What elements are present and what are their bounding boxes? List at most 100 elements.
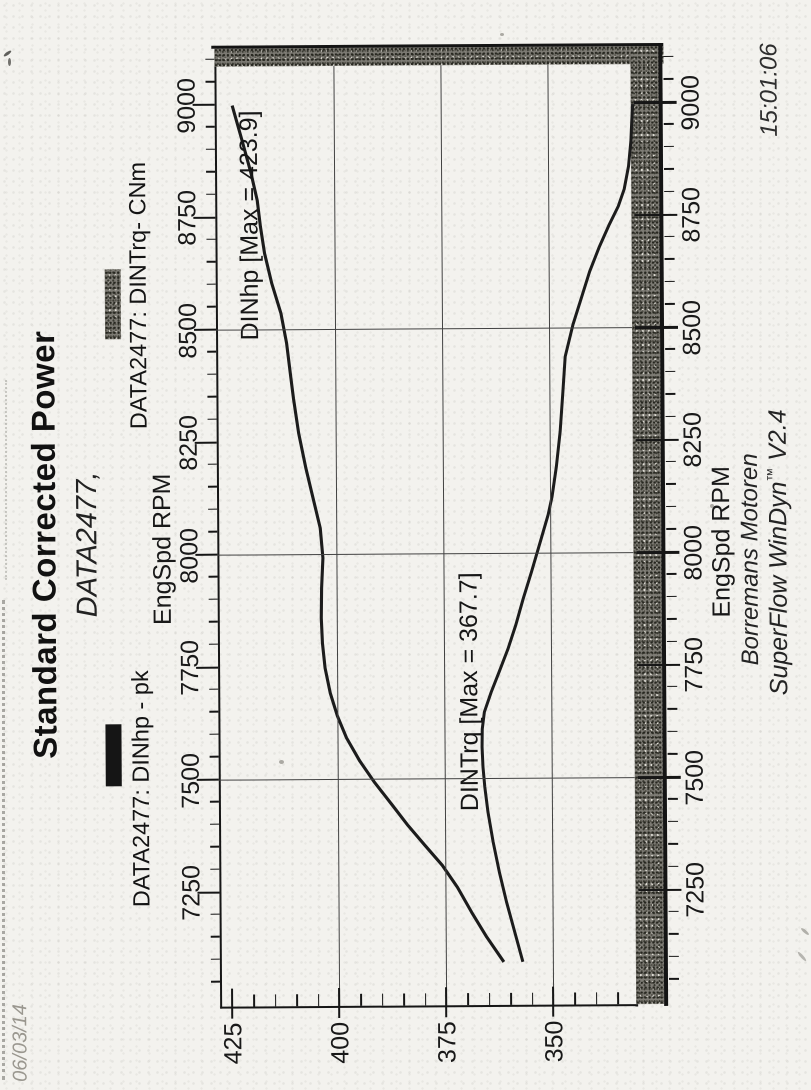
minor-tick-top [209, 733, 219, 736]
minor-tick-top [207, 463, 217, 466]
scan-artifact [279, 760, 284, 764]
minor-tick-top [206, 193, 216, 196]
major-tick-top [196, 666, 219, 669]
minor-tick-top [205, 126, 215, 128]
bottom-tick-label: 9000 [676, 74, 705, 131]
minor-tick-top [208, 576, 218, 578]
minor-tick-left [274, 994, 277, 1007]
minor-tick-left [531, 992, 534, 1005]
bottom-tick-label: 7250 [681, 861, 710, 918]
minor-tick-top [208, 508, 218, 511]
minor-tick-top [207, 418, 217, 421]
minor-tick-bottom [666, 640, 677, 643]
minor-tick-bottom [663, 145, 674, 148]
major-tick-top [194, 441, 217, 444]
page-title: Standard Corrected Power [24, 330, 64, 759]
minor-tick-bottom [665, 460, 676, 463]
minor-tick-bottom [663, 55, 674, 58]
major-tick-top [193, 216, 216, 219]
minor-tick-bottom [667, 730, 678, 733]
minor-tick-top [206, 238, 216, 241]
scan-edge-noise [5, 380, 7, 580]
value-tick-label: 350 [540, 1020, 569, 1063]
minor-tick-left [296, 994, 298, 1007]
legend-label-dintrq: DATA2477: DINTrq- CNm [123, 161, 152, 430]
print-time: 15:01:06 [755, 43, 783, 137]
minor-tick-bottom [666, 618, 677, 620]
minor-tick-top [205, 148, 215, 151]
scan-artifact [710, 504, 714, 508]
value-tick-label: 375 [433, 1021, 462, 1064]
minor-tick-top [210, 981, 221, 983]
minor-tick-bottom [663, 123, 674, 125]
value-tick-label: 425 [219, 1022, 248, 1065]
minor-tick-bottom [666, 528, 677, 530]
scan-artifact [500, 33, 504, 36]
top-axis-title: EngSpd RPM [147, 473, 177, 626]
minor-tick-left [424, 993, 427, 1006]
dinhp-max-annotation: DINhp [Max = 423.9] [234, 110, 265, 341]
bottom-tick-label: 8500 [677, 299, 707, 356]
minor-tick-left [595, 992, 598, 1005]
minor-tick-bottom [666, 595, 677, 598]
legend-swatch-dinhp [105, 724, 122, 787]
minor-tick-top [210, 868, 220, 871]
minor-tick-top [205, 81, 215, 83]
minor-tick-left [467, 993, 470, 1006]
value-tick-label: 400 [326, 1021, 355, 1064]
minor-tick-bottom [668, 910, 679, 913]
legend-swatch-dintrq [104, 269, 122, 340]
major-tick-bottom [637, 663, 681, 667]
minor-tick-bottom [668, 978, 679, 980]
bottom-axis-title: EngSpd RPM [706, 466, 736, 618]
bottom-tick-label: 8250 [678, 411, 707, 468]
minor-tick-top [210, 936, 220, 938]
minor-tick-top [206, 283, 216, 286]
minor-tick-left [253, 994, 256, 1007]
major-tick-bottom [634, 213, 678, 217]
minor-tick-bottom [666, 573, 677, 575]
minor-tick-top [206, 261, 216, 263]
minor-tick-top [207, 396, 217, 398]
minor-tick-bottom [668, 843, 679, 845]
minor-tick-left [381, 993, 384, 1006]
minor-tick-top [209, 711, 219, 713]
minor-tick-bottom [664, 190, 675, 193]
minor-tick-bottom [668, 933, 679, 935]
minor-tick-top [206, 171, 216, 173]
minor-tick-top [207, 373, 217, 376]
bottom-tick-label: 7500 [680, 749, 709, 806]
minor-tick-bottom [668, 865, 679, 868]
major-tick-top [192, 104, 215, 107]
minor-tick-top [208, 621, 218, 623]
minor-tick-top [209, 801, 219, 803]
minor-tick-top [207, 486, 217, 488]
minor-tick-bottom [667, 798, 678, 800]
minor-tick-left [574, 992, 577, 1005]
page-subtitle: DATA2477, [70, 471, 104, 618]
major-tick-bottom [635, 326, 679, 329]
minor-tick-bottom [664, 258, 675, 260]
minor-tick-left [510, 992, 512, 1005]
minor-tick-bottom [665, 483, 676, 485]
major-tick-bottom [636, 551, 680, 554]
major-tick-top [194, 329, 217, 332]
dintrq-max-annotation: DINTrq [Max = 367.7] [454, 572, 484, 812]
minor-tick-bottom [665, 348, 676, 350]
trademark-symbol: ™ [764, 467, 780, 482]
minor-tick-bottom [667, 753, 678, 755]
minor-tick-left [317, 994, 320, 1007]
bottom-tick-label: 7750 [679, 636, 709, 693]
minor-tick-top [208, 531, 218, 533]
major-tick-top [195, 554, 218, 557]
minor-tick-bottom [668, 820, 679, 823]
minor-tick-bottom [665, 370, 676, 373]
scan-artifact [8, 58, 11, 66]
legend-label-dinhp: DATA2477: DINhp - pk [127, 670, 155, 908]
major-tick-top [197, 891, 220, 894]
bottom-tick-label: 8750 [677, 186, 706, 243]
major-tick-left [445, 987, 448, 1018]
